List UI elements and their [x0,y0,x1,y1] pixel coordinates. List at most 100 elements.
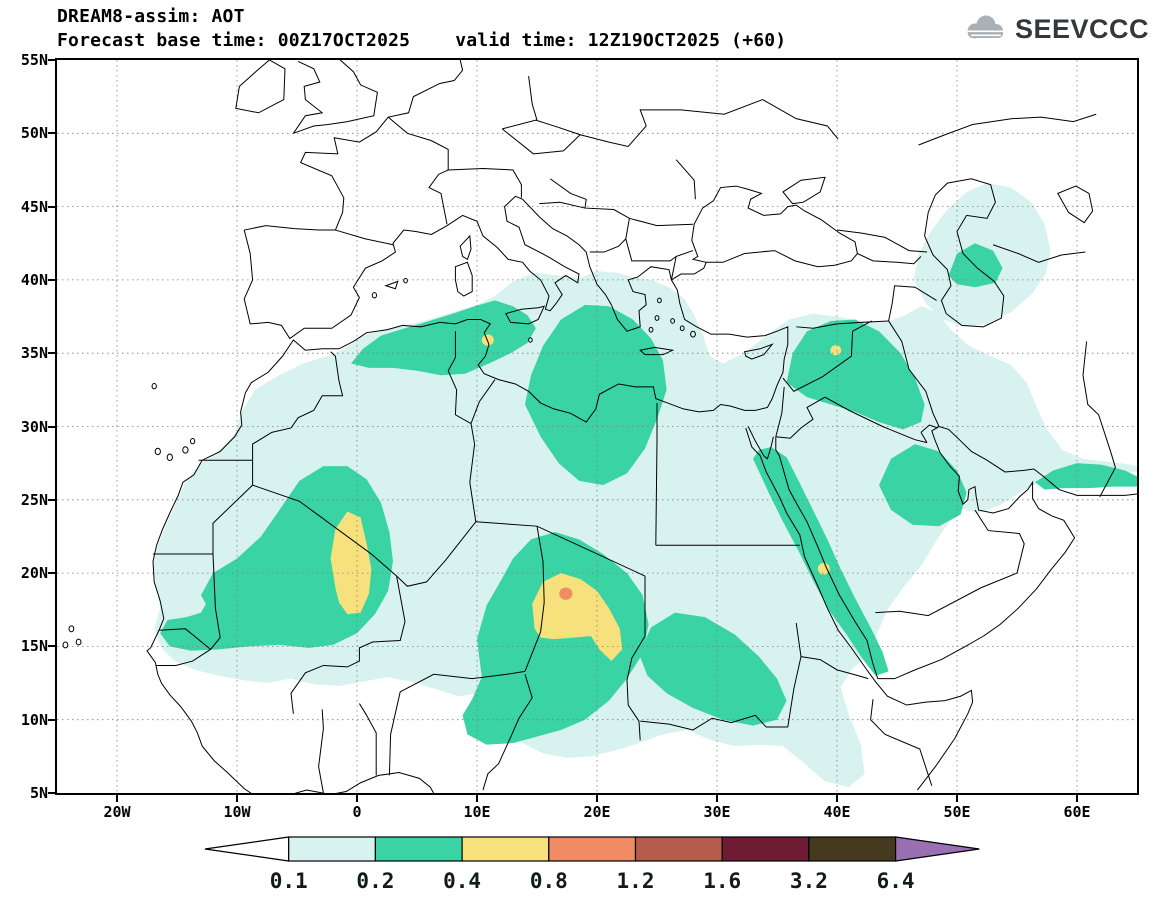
y-tick-mark [48,792,55,794]
border-pyrenees [335,230,393,245]
border-jordan-iraq-saudi [776,397,938,442]
border-west-africa-small [319,692,401,793]
island-rhodes [691,331,696,337]
coastline-black-sea [692,186,858,267]
contour-red-sea-spot-aot-04 [817,562,830,575]
x-tick-mark [1076,795,1078,802]
y-tick-mark [48,352,55,355]
map-svg [57,60,1137,793]
contour-layer [153,183,1137,788]
coastline-marmara [671,262,706,280]
x-tick-mark [116,795,118,802]
coastline-border-layer [63,60,1137,793]
colorbar-tick-label: 1.6 [703,869,741,893]
x-tick-mark [956,795,958,802]
colorbar-tick-label: 6.4 [877,869,915,893]
y-tick-mark [48,645,55,648]
x-tick-label: 50E [943,803,971,821]
border-balkans-danube [550,179,693,280]
coastline-arabia-gulf [776,427,1137,679]
forecast-base-time: Forecast base time: 00Z17OCT2025 [57,30,411,51]
border-western-sahara [153,460,253,554]
island-mallorca [386,281,398,288]
island-capeverde-3 [63,642,68,648]
island-madeira [152,384,156,389]
contour-libya-central-med-aot-02 [525,304,667,486]
border-algeria-mali-niger [253,485,476,586]
lake-caspian [925,179,1004,327]
y-tick-label: 5N [29,784,48,802]
border-kazakh-russia [919,114,1097,145]
y-tick-label: 10N [20,710,48,729]
y-tick-mark [48,718,55,721]
y-tick-label: 25N [20,490,48,509]
border-chad-sudan [627,576,645,740]
logo-text: SEEVCCC [1014,13,1149,44]
colorbar-segment-7 [808,836,897,862]
colorbar-segment-2 [374,836,463,862]
border-carpathia-ukraine [580,100,838,147]
border-syria-iraq-turkey [796,321,888,377]
border-alps [448,168,521,197]
island-aegean-2 [671,319,675,324]
island-corsica [460,236,471,259]
y-tick-label: 20N [20,564,48,583]
lake-aral [1058,186,1093,223]
y-tick-label: 15N [20,637,48,656]
island-canary-2 [167,454,172,460]
y-tick-mark [48,425,55,428]
y-tick-mark [48,59,55,61]
x-tick-mark [836,795,838,802]
contour-iran-makran-coast-aot-02 [1035,463,1137,490]
x-tick-mark [476,795,478,802]
island-malta [529,338,533,342]
contour-algeria-tunisia-coast-aot-02 [351,300,536,376]
island-cyprus [745,344,773,359]
colorbar-arrow-low [204,836,290,862]
island-aegean-1 [655,316,659,321]
forecast-times: Forecast base time: 00Z17OCT2025 valid t… [57,30,786,51]
island-aegean-4 [680,326,684,331]
colorbar-segment-5 [634,836,723,862]
seevccc-logo: SEEVCCC [961,12,1149,46]
y-tick-mark [48,572,55,575]
y-tick-mark [48,205,55,208]
island-canary-3 [183,447,188,453]
colorbar-tick-label: 0.8 [530,869,568,893]
island-sardinia [455,262,472,296]
y-tick-mark [48,278,55,281]
border-libya-egypt [656,403,657,545]
colorbar-tick-label: 0.2 [356,869,394,893]
island-crete [640,347,672,354]
border-algeria-libya [470,424,476,522]
y-tick-label: 50N [20,124,48,143]
border-mauritania-senegal-mali [157,554,221,665]
island-aegean-5 [657,298,661,303]
colorbar-tick-label: 1.2 [617,869,655,893]
gridline-layer [57,60,1137,793]
y-tick-label: 30N [20,417,48,436]
map-plot-area [55,58,1139,795]
y-tick-label: 45N [20,197,48,216]
border-levant [776,377,823,437]
coastline-britain-west [293,61,322,133]
border-morocco-algeria [253,352,343,460]
island-aegean-3 [649,327,653,332]
x-tick-label: 20E [583,803,611,821]
x-tick-label: 30E [703,803,731,821]
colorbar-tick-label: 0.1 [270,869,308,893]
coastline-gulf-of-guinea [275,772,438,793]
page-title: DREAM8-assim: AOT [57,6,245,27]
x-tick-label: 20W [103,803,131,821]
x-tick-mark [716,795,718,802]
coastline-mediterranean-africa [147,196,788,793]
border-iran-iraq [889,321,939,427]
x-tick-mark [356,795,358,802]
border-saudi-yemen-oman [875,510,1024,616]
contour-se-caspian-aot-02 [948,243,1003,288]
y-tick-mark [48,132,55,135]
colorbar-tick-label: 0.4 [443,869,481,893]
contour-iraq-syria-aot-02 [786,319,925,430]
contour-tunisia-spot-aot-04 [481,334,494,346]
border-turkmenistan [993,245,1085,263]
